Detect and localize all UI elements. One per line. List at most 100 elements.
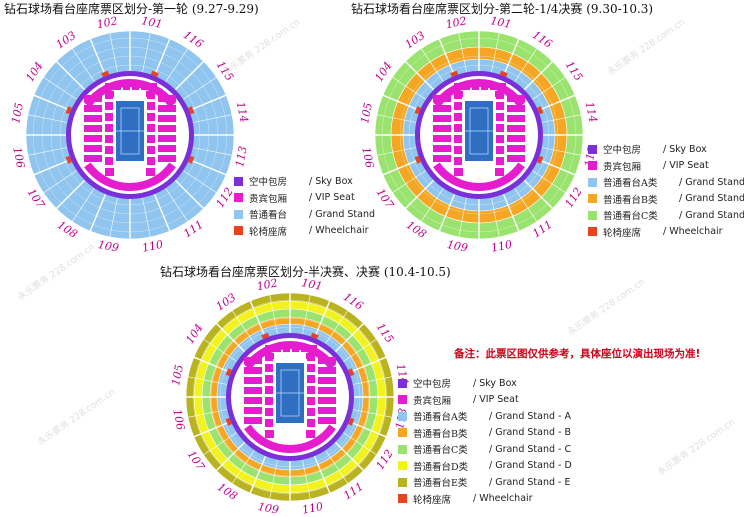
vip-row bbox=[433, 95, 451, 102]
wheelchair-seat bbox=[225, 368, 232, 377]
legend-label-en: / Grand Stand - B bbox=[489, 427, 571, 439]
vip-row bbox=[158, 145, 176, 152]
legend-label-zh: 轮椅座席 bbox=[249, 226, 288, 238]
legend-swatch bbox=[588, 177, 597, 187]
legend-swatch bbox=[588, 227, 597, 237]
aisle-line bbox=[249, 455, 267, 494]
aisle-line bbox=[43, 76, 77, 100]
aisle-line bbox=[313, 300, 331, 339]
wheelchair-seat bbox=[150, 70, 159, 77]
aisle-line bbox=[153, 193, 171, 232]
legend-label-en: / Grand Stand bbox=[309, 208, 376, 220]
row-ring bbox=[32, 37, 228, 233]
section-label: 113 bbox=[233, 145, 250, 168]
vip-row bbox=[454, 102, 463, 110]
legend-label-zh: 普通看台A类 bbox=[603, 178, 658, 190]
section-label: 109 bbox=[257, 500, 280, 517]
vip-row bbox=[495, 102, 504, 110]
legend-item: 空中包房 / Sky Box bbox=[234, 173, 375, 190]
section-label: 105 bbox=[9, 102, 26, 125]
vip-row bbox=[454, 91, 463, 99]
vip-seats bbox=[244, 341, 336, 453]
row-ring bbox=[219, 326, 361, 468]
row-ring bbox=[59, 64, 201, 206]
vip-row bbox=[84, 105, 102, 112]
vip-row bbox=[84, 155, 102, 162]
vip-row bbox=[495, 135, 504, 143]
vip-row bbox=[454, 146, 463, 154]
legend-swatch bbox=[398, 378, 407, 388]
aisle-line bbox=[392, 170, 426, 194]
vip-row bbox=[454, 135, 463, 143]
legend-label-zh: 轮椅座席 bbox=[413, 494, 452, 506]
aisle-line bbox=[334, 322, 365, 353]
vip-row bbox=[146, 157, 155, 165]
row-ring bbox=[192, 299, 388, 495]
legend-item: 普通看台A类 / Grand Stand - A bbox=[588, 174, 744, 191]
aisle-line bbox=[491, 197, 500, 238]
vip-row bbox=[495, 113, 504, 121]
legend-label-en: / Grand Stand - A bbox=[489, 410, 571, 422]
legend-swatch bbox=[588, 144, 597, 154]
legend-label-zh: 贵宾包厢 bbox=[249, 193, 288, 205]
legend-item: 贵宾包厢 / VIP Seat bbox=[234, 190, 375, 207]
aisle-line bbox=[231, 450, 255, 484]
vip-row bbox=[495, 168, 504, 176]
wheelchair-seat bbox=[348, 417, 355, 426]
vip-row bbox=[318, 367, 336, 374]
vip-row bbox=[306, 364, 315, 372]
vip-row bbox=[244, 387, 262, 394]
aisle-line bbox=[165, 48, 189, 82]
legend-swatch bbox=[234, 209, 243, 219]
legend-label-en: / Grand Stand - B bbox=[679, 193, 744, 205]
aisle-line bbox=[203, 432, 237, 456]
vip-row bbox=[158, 135, 176, 142]
legend-label-en: / Grand Stand - C bbox=[489, 443, 572, 455]
legend-item: 普通看台C类 / Grand Stand - C bbox=[398, 441, 572, 458]
aisle-line bbox=[343, 338, 377, 362]
aisle-line bbox=[343, 432, 377, 456]
aisle-line bbox=[420, 188, 444, 222]
aisle-line bbox=[325, 310, 349, 344]
legend-label-zh: 普通看台C类 bbox=[413, 445, 468, 457]
aisle-line bbox=[458, 32, 467, 73]
legend-label-zh: 普通看台A类 bbox=[413, 412, 468, 424]
section-label: 110 bbox=[301, 500, 324, 517]
section-label: 114 bbox=[583, 101, 600, 124]
section-label: 102 bbox=[445, 14, 468, 31]
section-label: 109 bbox=[446, 238, 469, 255]
aisle-line bbox=[348, 356, 387, 374]
vip-row bbox=[265, 353, 274, 361]
section-label: 101 bbox=[140, 14, 163, 31]
aisle-line bbox=[142, 32, 151, 73]
aisle-line bbox=[404, 179, 435, 210]
legend-item: 轮椅座席 / Wheelchair bbox=[398, 491, 572, 508]
vip-row bbox=[158, 95, 176, 102]
aisle-line bbox=[302, 459, 311, 500]
vip-row bbox=[507, 135, 525, 142]
vip-block bbox=[244, 424, 336, 453]
legend-swatch bbox=[398, 411, 407, 421]
vip-row bbox=[105, 157, 114, 165]
vip-row bbox=[105, 91, 114, 99]
aisle-line bbox=[532, 76, 566, 100]
aisle-line bbox=[532, 170, 566, 194]
vip-row bbox=[433, 145, 451, 152]
section-label: 102 bbox=[256, 276, 279, 293]
vip-row bbox=[158, 115, 176, 122]
aisle-line bbox=[537, 94, 576, 112]
wheelchair-seat bbox=[65, 106, 72, 115]
legend-item: 贵宾包厢 / VIP Seat bbox=[398, 392, 572, 409]
legend-swatch bbox=[398, 428, 407, 438]
aisle-line bbox=[192, 147, 233, 156]
vip-row bbox=[306, 408, 315, 416]
vip-row bbox=[433, 105, 451, 112]
aisle-line bbox=[458, 197, 467, 238]
legend-item: 普通看台E类 / Grand Stand - E bbox=[398, 474, 572, 491]
vip-row bbox=[507, 95, 525, 102]
legend-swatch bbox=[234, 226, 243, 236]
watermark: 永乐票务 228.com.cn bbox=[36, 387, 118, 449]
vip-row bbox=[146, 113, 155, 121]
vip-row bbox=[495, 157, 504, 165]
legend-swatch bbox=[234, 193, 243, 203]
